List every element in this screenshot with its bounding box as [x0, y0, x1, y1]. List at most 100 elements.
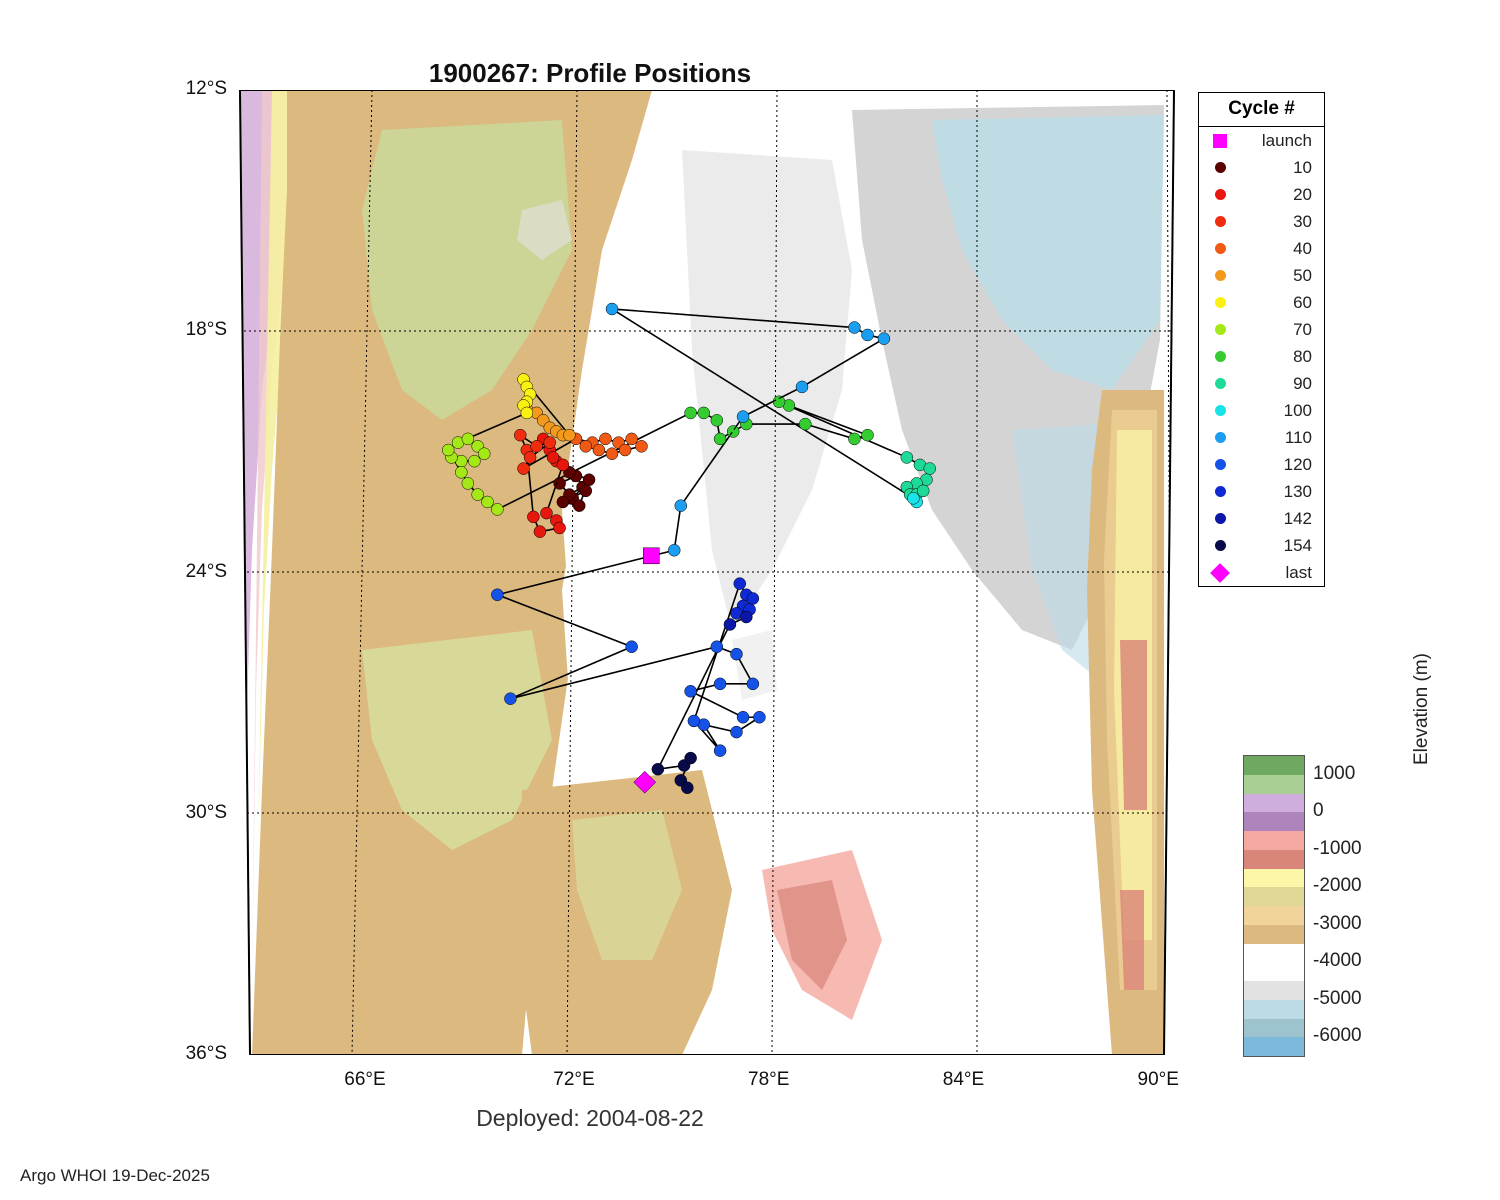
- profile-point-cycle-70[interactable]: [478, 448, 490, 460]
- legend-item-120[interactable]: 120: [1199, 451, 1324, 478]
- profile-point-cycle-110[interactable]: [737, 411, 749, 423]
- profile-point-cycle-110[interactable]: [796, 381, 808, 393]
- profile-point-cycle-30[interactable]: [531, 440, 543, 452]
- profile-point-cycle-80[interactable]: [727, 425, 739, 437]
- profile-point-cycle-142[interactable]: [740, 611, 752, 623]
- legend-item-90[interactable]: 90: [1199, 370, 1324, 397]
- map-svg[interactable]: [232, 90, 1182, 1055]
- profile-point-cycle-80[interactable]: [799, 418, 811, 430]
- profile-point-cycle-80[interactable]: [698, 407, 710, 419]
- profile-point-cycle-70[interactable]: [491, 503, 503, 515]
- elevation-colorbar[interactable]: [1243, 755, 1305, 1057]
- profile-point-cycle-20[interactable]: [540, 507, 552, 519]
- map-container[interactable]: 12°S 18°S 24°S 30°S 36°S 66°E 72°E 78°E 84°E 90°…: [232, 90, 1182, 1055]
- profile-point-cycle-110[interactable]: [848, 322, 860, 334]
- profile-point-cycle-120[interactable]: [714, 745, 726, 757]
- profile-point-cycle-90[interactable]: [901, 451, 913, 463]
- profile-point-cycle-60[interactable]: [521, 407, 533, 419]
- profile-point-cycle-80[interactable]: [862, 429, 874, 441]
- legend-item-154[interactable]: 154: [1199, 532, 1324, 559]
- profile-point-cycle-30[interactable]: [524, 451, 536, 463]
- profile-point-cycle-30[interactable]: [514, 429, 526, 441]
- profile-point-cycle-10[interactable]: [557, 496, 569, 508]
- profile-point-cycle-154[interactable]: [652, 763, 664, 775]
- profile-point-cycle-80[interactable]: [711, 414, 723, 426]
- profile-point-cycle-120[interactable]: [626, 641, 638, 653]
- profile-point-cycle-20[interactable]: [527, 511, 539, 523]
- legend-item-100[interactable]: 100: [1199, 397, 1324, 424]
- profile-point-cycle-20[interactable]: [554, 522, 566, 534]
- legend-item-launch[interactable]: launch: [1199, 127, 1324, 154]
- profile-point-cycle-110[interactable]: [606, 303, 618, 315]
- legend-item-80[interactable]: 80: [1199, 343, 1324, 370]
- profile-point-cycle-20[interactable]: [547, 451, 559, 463]
- profile-point-cycle-10[interactable]: [580, 485, 592, 497]
- profile-point-cycle-80[interactable]: [848, 433, 860, 445]
- profile-point-cycle-120[interactable]: [730, 648, 742, 660]
- profile-point-cycle-20[interactable]: [557, 459, 569, 471]
- legend-item-last[interactable]: last: [1199, 559, 1324, 586]
- profile-point-cycle-10[interactable]: [573, 500, 585, 512]
- launch-marker[interactable]: [643, 548, 659, 564]
- profile-point-cycle-70[interactable]: [462, 477, 474, 489]
- profile-point-cycle-40[interactable]: [635, 440, 647, 452]
- legend-item-70[interactable]: 70: [1199, 316, 1324, 343]
- profile-point-cycle-120[interactable]: [753, 711, 765, 723]
- profile-point-cycle-80[interactable]: [714, 433, 726, 445]
- profile-point-cycle-40[interactable]: [619, 444, 631, 456]
- profile-point-cycle-120[interactable]: [747, 678, 759, 690]
- profile-point-cycle-120[interactable]: [685, 685, 697, 697]
- profile-point-cycle-70[interactable]: [462, 433, 474, 445]
- legend-item-20[interactable]: 20: [1199, 181, 1324, 208]
- profile-point-cycle-20[interactable]: [534, 526, 546, 538]
- profile-point-cycle-154[interactable]: [685, 752, 697, 764]
- profile-point-cycle-80[interactable]: [685, 407, 697, 419]
- launch-point-marker[interactable]: [643, 548, 659, 564]
- profile-point-cycle-142[interactable]: [724, 618, 736, 630]
- profile-point-cycle-10[interactable]: [554, 477, 566, 489]
- profile-point-cycle-70[interactable]: [442, 444, 454, 456]
- profile-point-cycle-70[interactable]: [482, 496, 494, 508]
- profile-point-cycle-30[interactable]: [544, 437, 556, 449]
- legend-item-40[interactable]: 40: [1199, 235, 1324, 262]
- profile-point-cycle-130[interactable]: [747, 592, 759, 604]
- profile-point-cycle-120[interactable]: [688, 715, 700, 727]
- profile-point-cycle-40[interactable]: [606, 448, 618, 460]
- profile-point-cycle-50[interactable]: [563, 429, 575, 441]
- profile-point-cycle-120[interactable]: [737, 711, 749, 723]
- profile-point-cycle-120[interactable]: [711, 641, 723, 653]
- elevation-legend[interactable]: 1000 0 -1000 -2000 -3000 -4000 -5000 -6000 Elev…: [1243, 755, 1473, 1095]
- profile-point-cycle-40[interactable]: [626, 433, 638, 445]
- legend-item-10[interactable]: 10: [1199, 154, 1324, 181]
- legend-items-list[interactable]: launch 10 20 30 40 50 60 70 80 90 100 110 120 130 142 1…: [1199, 127, 1324, 586]
- legend-item-60[interactable]: 60: [1199, 289, 1324, 316]
- legend-item-50[interactable]: 50: [1199, 262, 1324, 289]
- profile-point-cycle-40[interactable]: [580, 440, 592, 452]
- profile-point-cycle-120[interactable]: [714, 678, 726, 690]
- profile-point-cycle-40[interactable]: [599, 433, 611, 445]
- profile-point-cycle-120[interactable]: [504, 693, 516, 705]
- profile-point-cycle-80[interactable]: [773, 396, 785, 408]
- legend-item-30[interactable]: 30: [1199, 208, 1324, 235]
- legend-item-142[interactable]: 142: [1199, 505, 1324, 532]
- profile-point-cycle-90[interactable]: [917, 485, 929, 497]
- profile-point-cycle-110[interactable]: [675, 500, 687, 512]
- profile-point-cycle-30[interactable]: [518, 463, 530, 475]
- profile-point-cycle-110[interactable]: [878, 333, 890, 345]
- profile-point-cycle-70[interactable]: [472, 489, 484, 501]
- profile-point-cycle-10[interactable]: [583, 474, 595, 486]
- profile-point-cycle-100[interactable]: [907, 492, 919, 504]
- profile-point-cycle-70[interactable]: [455, 466, 467, 478]
- profile-point-cycle-110[interactable]: [668, 544, 680, 556]
- profile-point-cycle-90[interactable]: [924, 463, 936, 475]
- profile-point-cycle-130[interactable]: [734, 578, 746, 590]
- cycle-legend[interactable]: Cycle # launch 10 20 30 40 50 60 70 80 90 100 110 12…: [1198, 92, 1325, 587]
- profile-point-cycle-120[interactable]: [730, 726, 742, 738]
- profile-point-cycle-40[interactable]: [593, 444, 605, 456]
- legend-item-110[interactable]: 110: [1199, 424, 1324, 451]
- profile-point-cycle-110[interactable]: [862, 329, 874, 341]
- profile-point-cycle-70[interactable]: [468, 455, 480, 467]
- legend-item-130[interactable]: 130: [1199, 478, 1324, 505]
- profile-point-cycle-120[interactable]: [491, 589, 503, 601]
- profile-point-cycle-154[interactable]: [681, 782, 693, 794]
